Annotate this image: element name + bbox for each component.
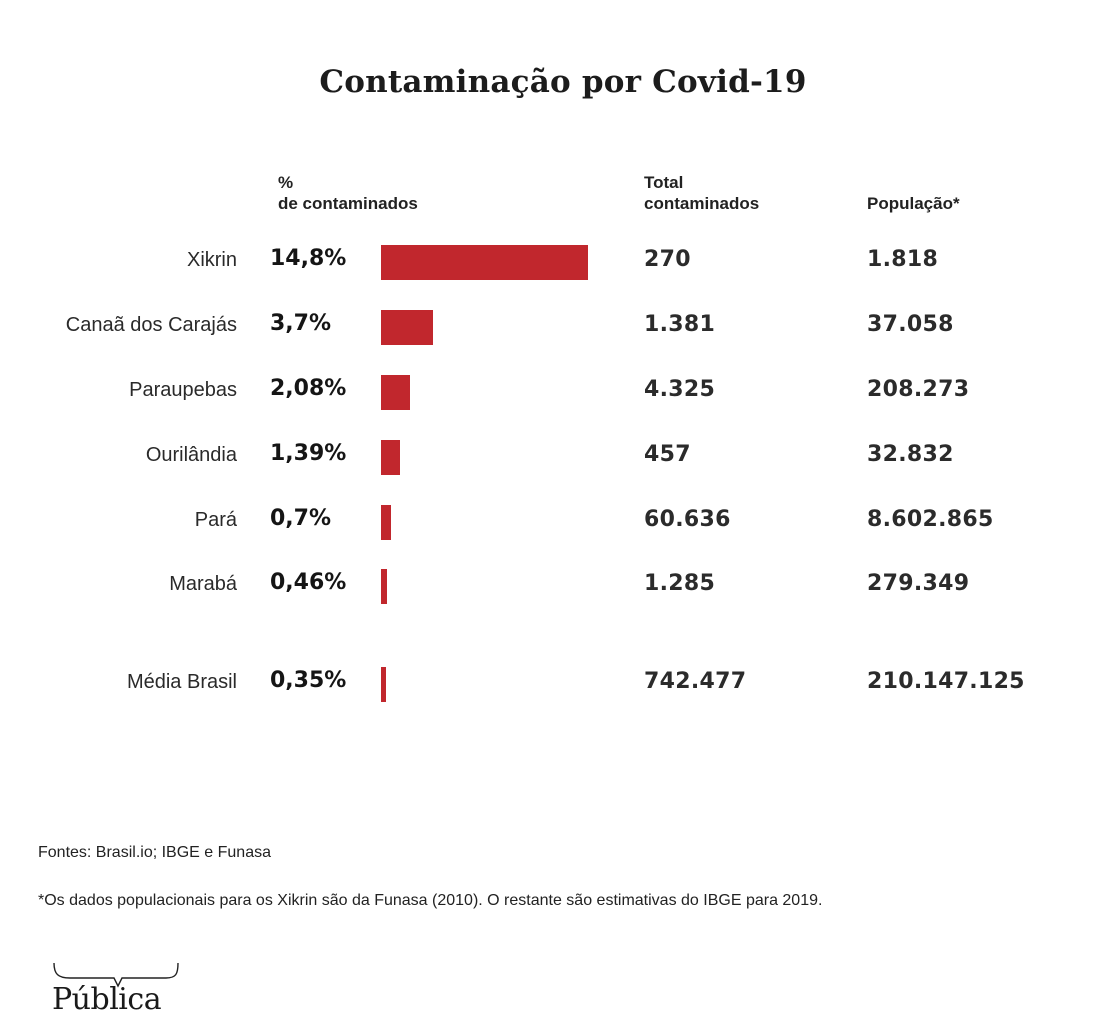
population-value: 208.273 <box>867 377 970 402</box>
population-value: 37.058 <box>867 312 954 337</box>
chart-title: Contaminação por Covid-19 <box>319 64 807 100</box>
bar <box>381 505 391 540</box>
population-footnote: *Os dados populacionais para os Xikrin s… <box>38 892 823 909</box>
bar-value-label: 2,08% <box>270 376 347 401</box>
population-value: 210.147.125 <box>867 669 1025 694</box>
row-label: Média Brasil <box>126 671 237 693</box>
total-contaminados-value: 270 <box>644 247 691 272</box>
table-row: Canaã dos Carajás 3,7% 1.381 37.058 <box>0 308 1100 348</box>
row-label: Xikrin <box>186 249 237 271</box>
publica-logo: Pública <box>50 960 180 1024</box>
bar <box>381 667 386 702</box>
table-row: Média Brasil 0,35% 742.477 210.147.125 <box>0 665 1100 705</box>
table-row: Ourilândia 1,39% 457 32.832 <box>0 438 1100 478</box>
bar-value-label: 14,8% <box>270 246 347 271</box>
row-label: Marabá <box>169 573 237 595</box>
total-contaminados-value: 742.477 <box>644 669 747 694</box>
logo-text: Pública <box>52 982 162 1017</box>
total-contaminados-value: 1.285 <box>644 571 716 596</box>
bar <box>381 310 433 345</box>
bar <box>381 569 387 604</box>
row-label: Pará <box>194 509 237 531</box>
speech-brace-icon <box>53 962 179 988</box>
row-label: Canaã dos Carajás <box>65 314 237 336</box>
table-row: Marabá 0,46% 1.285 279.349 <box>0 567 1100 607</box>
total-contaminados-value: 4.325 <box>644 377 716 402</box>
header-pct-line2: de contaminados <box>278 194 418 213</box>
table-row: Paraupebas 2,08% 4.325 208.273 <box>0 373 1100 413</box>
table-row: Xikrin 14,8% 270 1.818 <box>0 243 1100 283</box>
sources-note: Fontes: Brasil.io; IBGE e Funasa <box>38 844 271 861</box>
total-contaminados-value: 60.636 <box>644 507 731 532</box>
table-row: Pará 0,7% 60.636 8.602.865 <box>0 503 1100 543</box>
header-pct: % de contaminados <box>278 172 418 214</box>
header-total: Total contaminados <box>644 172 759 214</box>
bar-value-label: 0,46% <box>270 570 347 595</box>
bar-value-label: 1,39% <box>270 441 347 466</box>
total-contaminados-value: 1.381 <box>644 312 716 337</box>
row-label: Ourilândia <box>145 444 237 466</box>
header-total-line1: Total <box>644 173 684 192</box>
population-value: 32.832 <box>867 442 954 467</box>
bar-value-label: 3,7% <box>270 311 332 336</box>
bar <box>381 245 588 280</box>
header-population: População* <box>867 194 960 213</box>
row-label: Paraupebas <box>129 379 237 401</box>
population-value: 8.602.865 <box>867 507 994 532</box>
bar-value-label: 0,35% <box>270 668 347 693</box>
total-contaminados-value: 457 <box>644 442 691 467</box>
bar <box>381 375 410 410</box>
population-value: 1.818 <box>867 247 939 272</box>
header-total-line2: contaminados <box>644 194 760 213</box>
bar <box>381 440 400 475</box>
header-pct-line1: % <box>278 173 294 192</box>
bar-value-label: 0,7% <box>270 506 332 531</box>
population-value: 279.349 <box>867 571 970 596</box>
